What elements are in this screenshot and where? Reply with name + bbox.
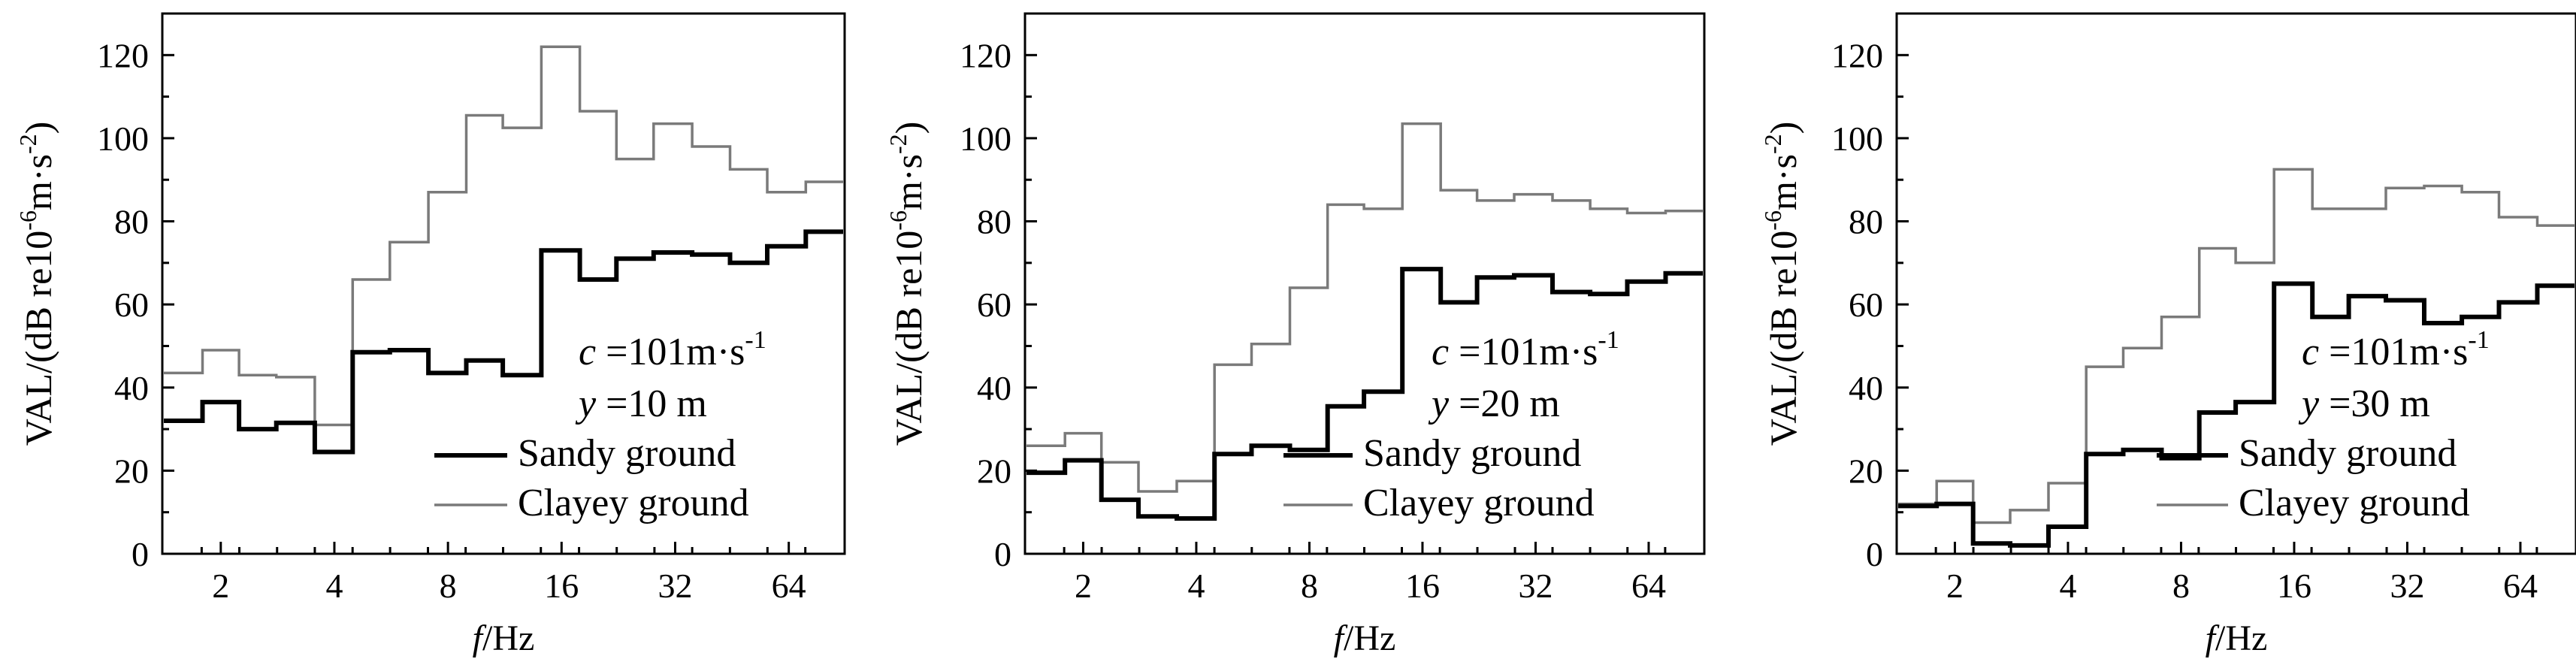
legend-label-sandy: Sandy ground bbox=[1363, 432, 1581, 475]
series-clayey-ground-line bbox=[164, 45, 843, 427]
legend-label-sandy: Sandy ground bbox=[2239, 432, 2457, 475]
legend-label-clayey: Clayey ground bbox=[1363, 482, 1595, 524]
y-tick-label: 80 bbox=[977, 203, 1011, 241]
y-tick-label: 40 bbox=[114, 369, 149, 407]
y-tick-label: 60 bbox=[1849, 286, 1883, 324]
plot-frame bbox=[1895, 12, 2576, 555]
x-tick-label: 64 bbox=[2503, 567, 2538, 605]
legend-label-clayey: Clayey ground bbox=[518, 482, 749, 524]
legend-label-clayey: Clayey ground bbox=[2239, 482, 2470, 524]
annotation-speed: c =101m·s-1 bbox=[579, 326, 766, 373]
y-tick-label: 80 bbox=[114, 203, 149, 241]
y-tick-label: 0 bbox=[994, 535, 1011, 573]
annotation-distance: y =10 m bbox=[575, 382, 707, 425]
y-tick-label: 100 bbox=[960, 119, 1011, 158]
x-tick-label: 4 bbox=[1187, 567, 1205, 605]
x-tick-label: 8 bbox=[2172, 567, 2190, 605]
y-tick-label: 20 bbox=[114, 452, 149, 490]
x-tick-label: 2 bbox=[212, 567, 229, 605]
y-tick-label: 40 bbox=[977, 369, 1011, 407]
x-tick-label: 32 bbox=[2390, 567, 2424, 605]
y-tick-label: 100 bbox=[1831, 119, 1883, 158]
plot-frame bbox=[161, 12, 846, 555]
y-tick-label: 60 bbox=[114, 286, 149, 324]
x-tick-label: 16 bbox=[2277, 567, 2311, 605]
legend-label-sandy: Sandy ground bbox=[518, 432, 736, 475]
series-sandy-ground-line bbox=[1026, 267, 1703, 521]
chart-panel-3: 0 20 40 60 80 100 120 2 4 8 16 32 64 f/Hz VAL/(dB re10… bbox=[1759, 12, 2576, 658]
x-tick-label: 4 bbox=[2059, 567, 2076, 605]
x-tick-label: 32 bbox=[658, 567, 692, 605]
y-tick-label: 120 bbox=[960, 36, 1011, 74]
x-tick-label: 64 bbox=[1631, 567, 1666, 605]
x-tick-label: 64 bbox=[772, 567, 806, 605]
y-tick-label: 20 bbox=[977, 452, 1011, 490]
y-tick-label: 120 bbox=[97, 36, 149, 74]
y-tick-label: 120 bbox=[1831, 36, 1883, 74]
x-tick-label: 2 bbox=[1075, 567, 1092, 605]
y-tick-label: 40 bbox=[1849, 369, 1883, 407]
y-tick-label: 20 bbox=[1849, 452, 1883, 490]
y-tick-label: 0 bbox=[132, 535, 149, 573]
y-axis-label: VAL/(dB re10-6m·s-2) bbox=[884, 122, 930, 446]
x-tick-label: 2 bbox=[1946, 567, 1964, 605]
chart-panel-1: 0 20 40 60 80 100 120 2 4 8 16 32 64 f/Hz VAL/(dB re10… bbox=[14, 12, 846, 658]
y-axis-label: VAL/(dB re10-6m·s-2) bbox=[1759, 122, 1804, 446]
annotation-speed: c =101m·s-1 bbox=[2302, 326, 2490, 373]
x-axis-label: f/Hz bbox=[2206, 618, 2268, 658]
chart-panel-2: 0 20 40 60 80 100 120 2 4 8 16 32 64 f/Hz VAL/(dB re10… bbox=[884, 12, 1706, 658]
x-tick-label: 16 bbox=[544, 567, 579, 605]
x-tick-label: 32 bbox=[1518, 567, 1553, 605]
x-tick-label: 8 bbox=[1301, 567, 1318, 605]
y-tick-label: 60 bbox=[977, 286, 1011, 324]
x-tick-label: 8 bbox=[440, 567, 457, 605]
x-axis-label: f/Hz bbox=[1334, 618, 1396, 658]
y-tick-label: 100 bbox=[97, 119, 149, 158]
y-tick-label: 0 bbox=[1866, 535, 1883, 573]
x-axis-label: f/Hz bbox=[473, 618, 535, 658]
y-axis-label: VAL/(dB re10-6m·s-2) bbox=[14, 122, 59, 446]
series-sandy-ground-line bbox=[164, 229, 843, 455]
series-clayey-ground-line bbox=[1026, 122, 1703, 493]
series-clayey-ground-line bbox=[1898, 168, 2574, 524]
x-tick-label: 16 bbox=[1405, 567, 1440, 605]
annotation-speed: c =101m·s-1 bbox=[1432, 326, 1619, 373]
x-tick-label: 4 bbox=[325, 567, 343, 605]
series-sandy-ground-line bbox=[1898, 281, 2574, 548]
annotation-distance: y =30 m bbox=[2298, 382, 2430, 425]
y-tick-label: 80 bbox=[1849, 203, 1883, 241]
annotation-distance: y =20 m bbox=[1428, 382, 1560, 425]
